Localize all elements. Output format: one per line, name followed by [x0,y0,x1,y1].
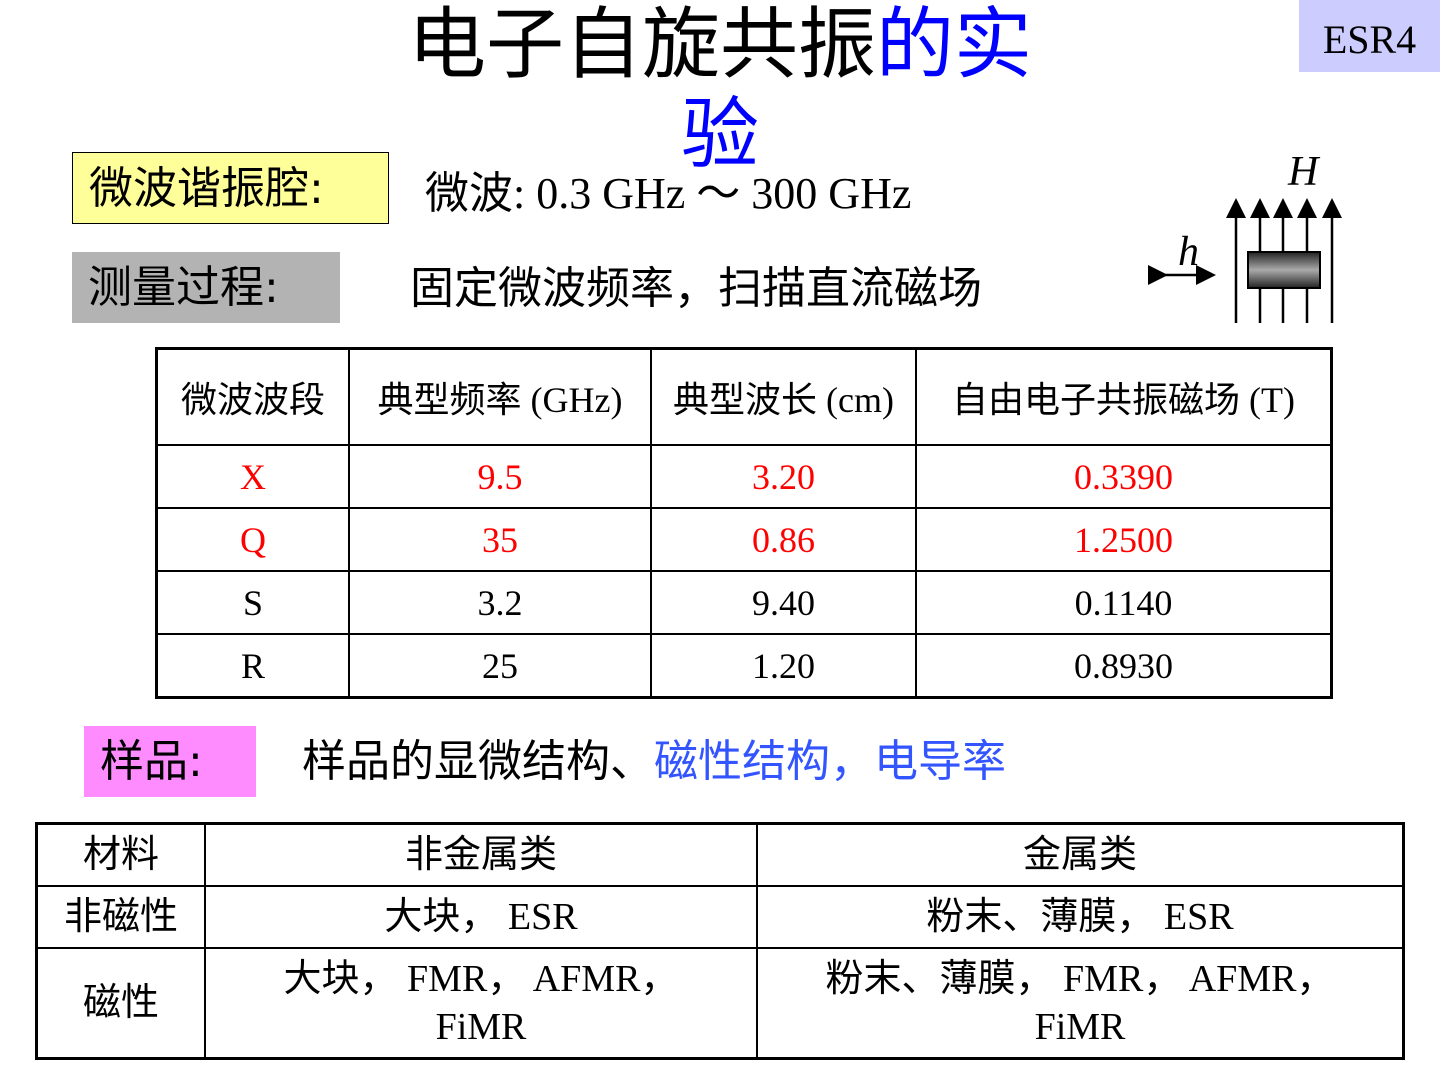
H-label: H [1287,149,1321,195]
table-row: S 3.2 9.40 0.1140 [155,570,1333,635]
sample-block [1247,251,1321,289]
field-diagram: H h [1148,149,1342,323]
material-table: 材料 非金属类 金属类 非磁性 大块， ESR 粉末、薄膜， ESR 磁性 大块， F… [35,822,1405,1060]
table-row: 磁性 大块， FMR， AFMR， FiMR 粉末、薄膜， FMR， AFMR， F… [35,947,1405,1060]
header-cell: 自由电子共振磁场 (T) [915,347,1333,446]
measure-label: 测量过程: [72,252,340,323]
table-row: X 9.5 3.20 0.3390 [155,444,1333,509]
h-label: h [1178,229,1199,275]
sample-text: 样品的显微结构、磁性结构，电导率 [302,736,1006,787]
cavity-text: 微波: 0.3 GHz ～ 300 GHz [425,169,912,218]
slide-badge: ESR4 [1299,0,1440,72]
header-cell: 典型频率 (GHz) [348,347,652,446]
band-table: 微波波段 典型频率 (GHz) 典型波长 (cm) 自由电子共振磁场 (T) X… [155,347,1333,699]
page-title: 电子自旋共振的实验 [407,0,1033,180]
header-cell: 微波波段 [155,347,350,446]
header-cell: 典型波长 (cm) [650,347,917,446]
cavity-label: 微波谐振腔: [72,152,389,224]
table-row: R 25 1.20 0.8930 [155,633,1333,699]
table-row: 非磁性 大块， ESR 粉末、薄膜， ESR [35,885,1405,949]
sample-label: 样品: [84,726,256,797]
table-header-row: 材料 非金属类 金属类 [35,822,1405,887]
table-row: Q 35 0.86 1.2500 [155,507,1333,572]
measure-text: 固定微波频率，扫描直流磁场 [410,263,982,314]
table-header-row: 微波波段 典型频率 (GHz) 典型波长 (cm) 自由电子共振磁场 (T) [155,347,1333,446]
